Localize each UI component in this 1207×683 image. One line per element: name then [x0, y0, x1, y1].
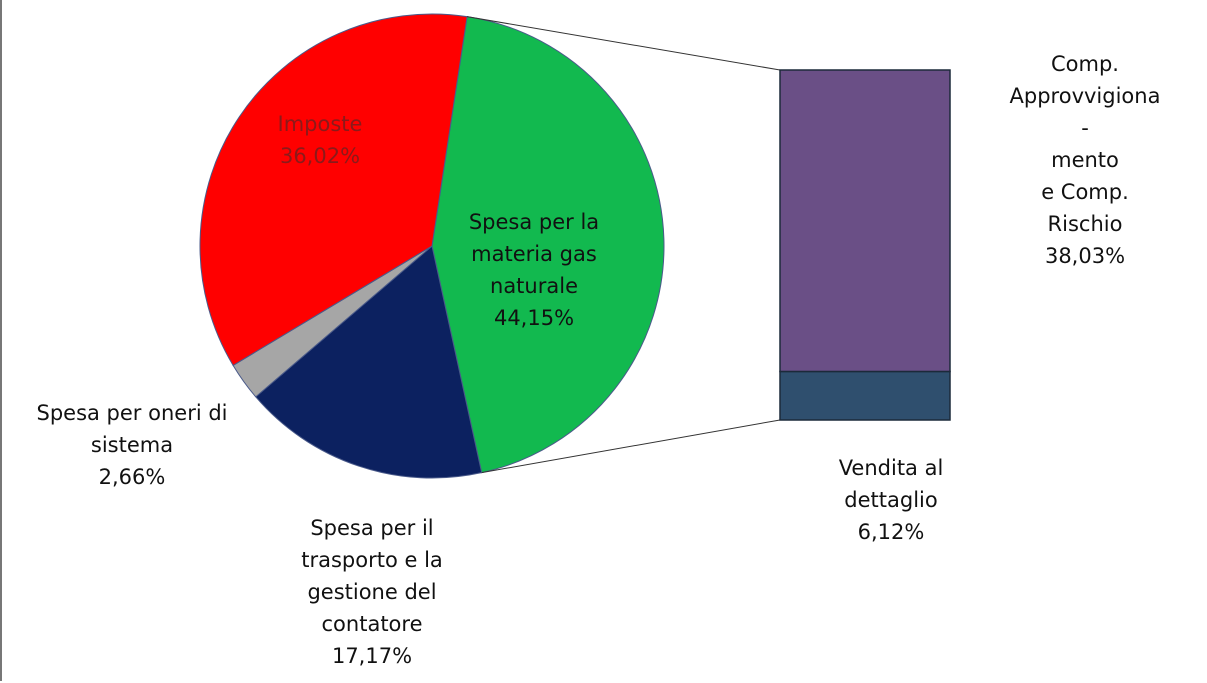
label-line: Spesa per oneri di sistema: [36, 401, 228, 457]
bar-label: Comp. Approvvigiona - mento e Comp. Risc…: [1010, 48, 1161, 272]
bar-segment: [779, 370, 951, 421]
bar-label: Vendita al dettaglio 6,12%: [839, 452, 944, 548]
pie-slice: [255, 245, 483, 479]
label-line: Vendita al dettaglio: [838, 456, 944, 512]
label-line: 38,03%: [1044, 244, 1126, 268]
slice-label: Imposte 36,02%: [278, 108, 363, 172]
pie-slice: [431, 16, 665, 474]
label-line: Imposte: [277, 112, 363, 136]
slice-label: Spesa per la materia gas naturale 44,15%: [469, 206, 599, 334]
label-line: 6,12%: [857, 520, 925, 544]
label-line: 2,66%: [98, 465, 166, 489]
bar-segment: [779, 69, 951, 373]
connector-line: [467, 16, 781, 71]
pie-slice: [199, 13, 468, 367]
label-line: 44,15%: [493, 306, 575, 330]
label-line: 36,02%: [279, 144, 361, 168]
label-line: 17,17%: [331, 644, 413, 668]
slice-label: Spesa per oneri di sistema 2,66%: [36, 397, 227, 493]
slice-label: Spesa per il trasporto e la gestione del…: [301, 512, 443, 672]
label-line: Spesa per il trasporto e la gestione del…: [301, 516, 443, 636]
connector-line: [481, 419, 781, 474]
label-line: Comp. Approvvigiona - mento e Comp. Risc…: [1009, 52, 1161, 236]
label-line: Spesa per la materia gas naturale: [468, 210, 600, 298]
